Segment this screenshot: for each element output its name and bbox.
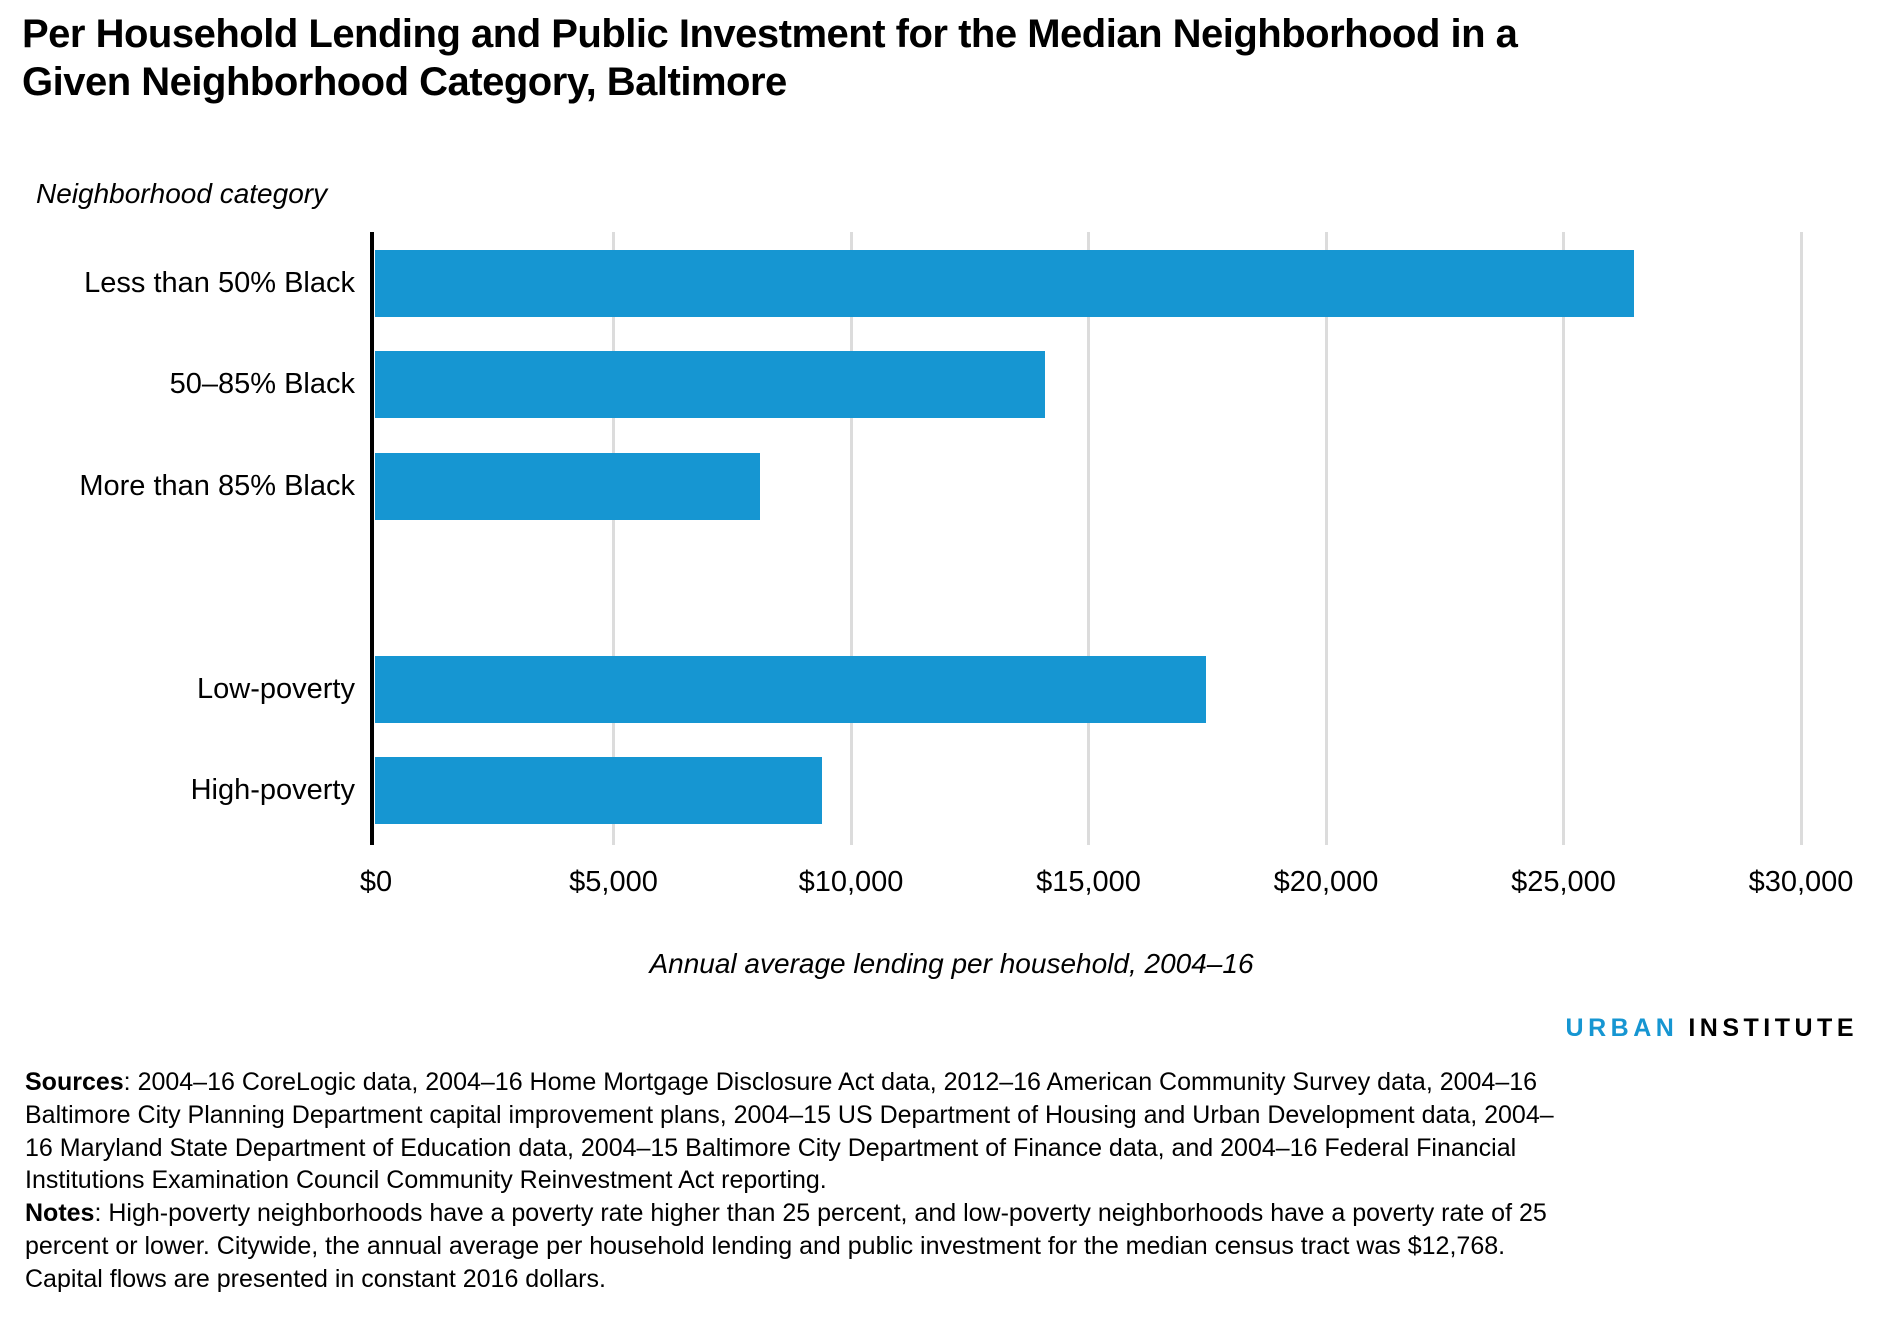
y-axis-line: [370, 232, 374, 845]
notes-text: : High-poverty neighborhoods have a pove…: [25, 1199, 1547, 1293]
bar-category-label: High-poverty: [190, 774, 355, 806]
bar-low-poverty: [375, 656, 1206, 723]
bar-category-label: 50–85% Black: [169, 368, 355, 400]
logo-urban: URBAN: [1565, 1014, 1679, 1042]
bar-less-than-50-black: [375, 250, 1634, 317]
gridline: [849, 232, 853, 845]
chart-title: Per Household Lending and Public Investm…: [22, 10, 1518, 106]
chart-title-line1: Per Household Lending and Public Investm…: [22, 12, 1518, 56]
logo-institute: INSTITUTE: [1688, 1014, 1858, 1042]
notes-label: Notes: [25, 1199, 95, 1227]
x-tick-label: $30,000: [1748, 866, 1854, 898]
sources-text: : 2004–16 CoreLogic data, 2004–16 Home M…: [25, 1068, 1554, 1195]
x-tick-label: $10,000: [798, 866, 904, 898]
sources-paragraph: Sources: 2004–16 CoreLogic data, 2004–16…: [25, 1066, 1565, 1197]
bar-category-label: Less than 50% Black: [84, 267, 355, 299]
bar-50-85-black: [375, 351, 1045, 418]
x-tick-label: $25,000: [1511, 866, 1616, 898]
notes-paragraph: Notes: High-poverty neighborhoods have a…: [25, 1197, 1565, 1295]
x-tick-label: $20,000: [1273, 866, 1379, 898]
x-axis-title: Annual average lending per household, 20…: [649, 948, 1254, 979]
x-tick-label: $0: [359, 866, 393, 898]
x-tick-label: $15,000: [1036, 866, 1141, 898]
gridline: [1087, 232, 1090, 845]
gridline: [1324, 232, 1328, 845]
chart-title-line2: Given Neighborhood Category, Baltimore: [22, 60, 787, 104]
bar-more-than-85-black: [375, 453, 760, 520]
y-axis-title: Neighborhood category: [36, 178, 328, 209]
sources-label: Sources: [25, 1068, 124, 1096]
gridline: [612, 232, 615, 845]
bar-category-label: More than 85% Black: [79, 470, 355, 502]
bar-category-label: Low-poverty: [197, 673, 355, 705]
x-tick-label: $5,000: [569, 866, 658, 898]
bar-high-poverty: [375, 757, 822, 824]
urban-institute-logo: URBAN INSTITUTE: [1566, 1014, 1858, 1043]
gridline: [1562, 232, 1565, 845]
gridline: [1799, 232, 1803, 845]
footer-text: Sources: 2004–16 CoreLogic data, 2004–16…: [25, 1066, 1565, 1295]
